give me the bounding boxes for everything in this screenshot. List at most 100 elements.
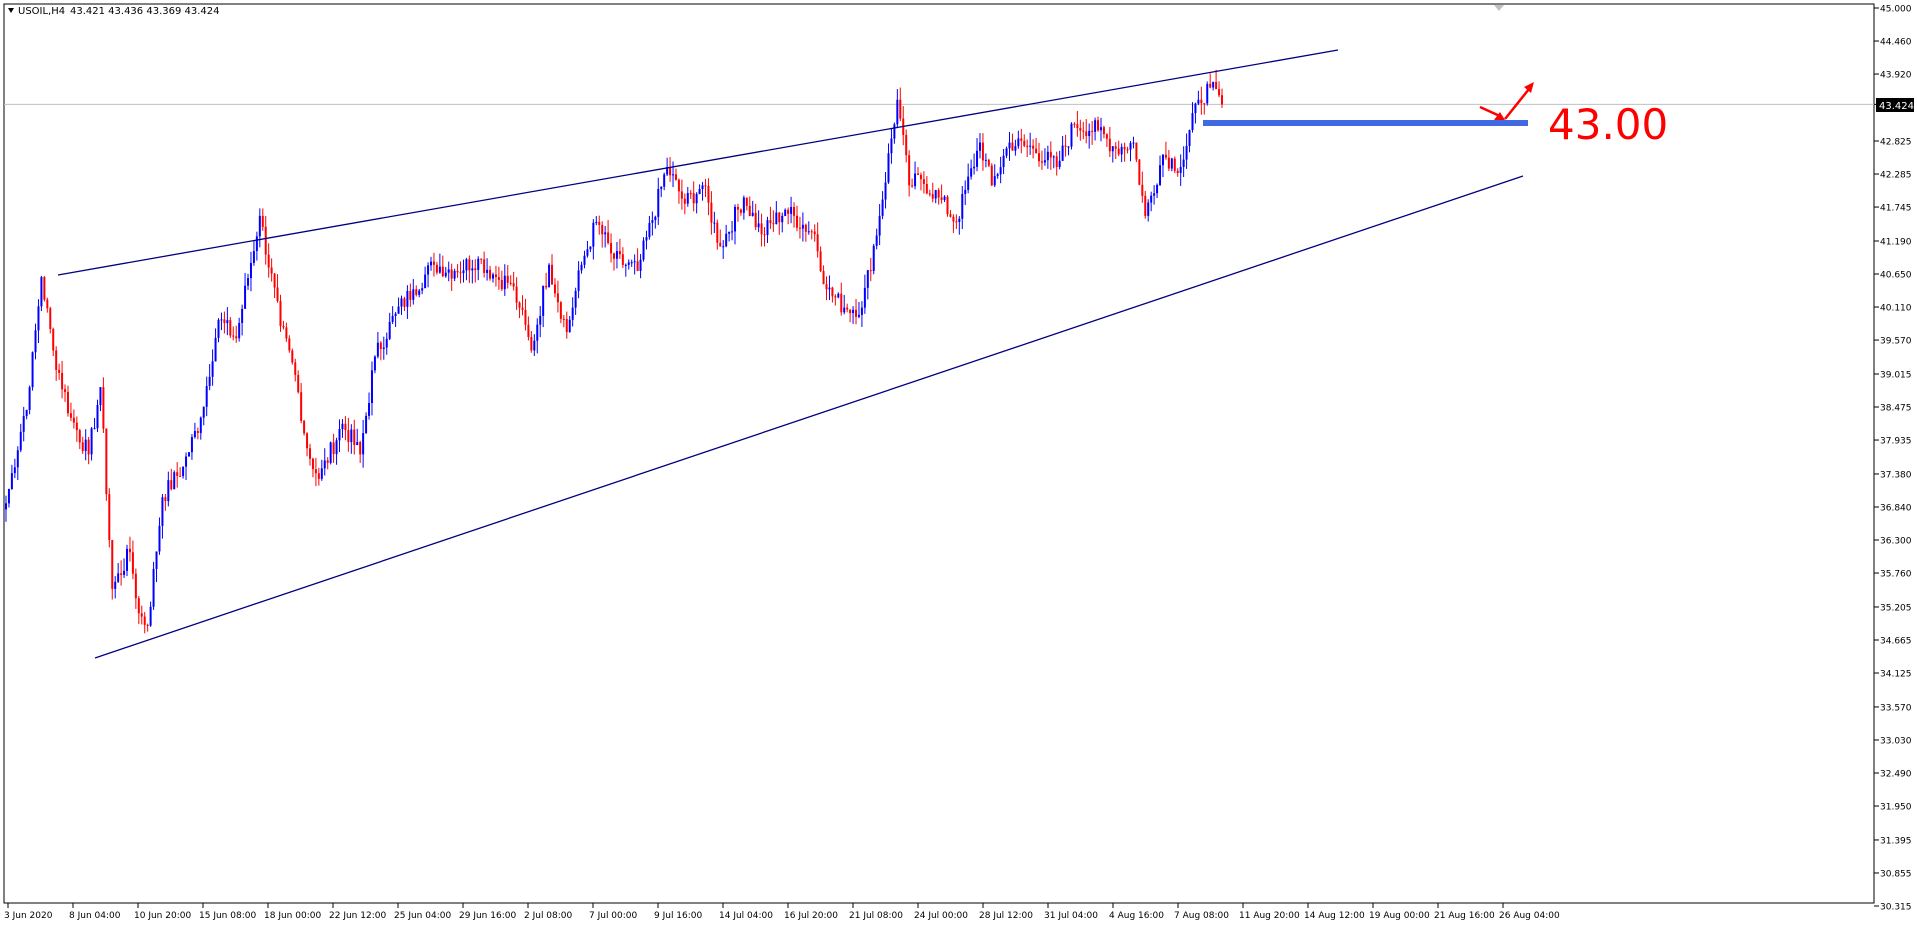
candle-body	[905, 134, 908, 156]
upper-trendline[interactable]	[57, 49, 1339, 276]
candle-body	[801, 224, 804, 229]
candle-body	[486, 269, 489, 273]
candle-body	[825, 284, 828, 290]
candle-body	[1108, 138, 1111, 152]
candle-body	[471, 268, 474, 271]
candle-body	[633, 261, 636, 263]
shift-marker-icon[interactable]	[1494, 5, 1504, 11]
candle-body	[736, 206, 739, 210]
candle-body	[226, 320, 229, 324]
candle-body	[624, 264, 627, 266]
candle-body	[928, 193, 931, 195]
candle-body	[943, 196, 946, 200]
candle-body	[595, 222, 598, 224]
candle-body	[1176, 170, 1179, 174]
x-tick-label: 10 Jun 20:00	[134, 911, 191, 921]
candle-body	[108, 494, 111, 541]
y-tick-label: 31.395	[1880, 836, 1912, 846]
x-tick-label: 4 Aug 16:00	[1109, 911, 1164, 921]
candle-body	[75, 422, 78, 431]
candle-body	[648, 222, 651, 238]
candle-body	[1111, 146, 1114, 152]
candle-body	[270, 267, 273, 274]
candle-body	[66, 391, 69, 414]
candle-body	[114, 581, 117, 589]
x-tick-label: 21 Jul 08:00	[849, 911, 903, 921]
candle-body	[1011, 142, 1014, 151]
candle-body	[176, 472, 179, 476]
candle-body	[630, 262, 633, 264]
candle-body	[64, 389, 67, 392]
candle-body	[1206, 83, 1209, 104]
candle-body	[81, 442, 84, 451]
candle-body	[217, 319, 220, 338]
candle-body	[1002, 155, 1005, 168]
candle-body	[663, 174, 666, 187]
candle-body	[1082, 130, 1085, 132]
candle-body	[93, 428, 96, 430]
candle-body	[940, 197, 943, 200]
candle-body	[303, 420, 306, 434]
lower-trendline[interactable]	[94, 175, 1524, 659]
candle-body	[899, 99, 902, 119]
candle-body	[465, 259, 468, 271]
candle-body	[1073, 123, 1076, 125]
candle-body	[1188, 130, 1191, 146]
candle-body	[999, 167, 1002, 175]
candle-body	[146, 624, 149, 626]
arrow-head-icon	[1524, 82, 1534, 93]
candle-body	[447, 269, 450, 273]
candle-body	[258, 215, 261, 237]
candle-body	[28, 387, 31, 410]
candle-body	[816, 234, 819, 252]
candle-body	[1161, 154, 1164, 166]
y-tick-label: 35.205	[1880, 603, 1912, 613]
candle-body	[128, 548, 131, 553]
chevron-down-icon[interactable]	[8, 8, 14, 13]
candle-body	[205, 386, 208, 407]
candle-body	[379, 342, 382, 349]
candle-body	[1097, 120, 1100, 131]
candle-body	[335, 440, 338, 455]
candle-body	[241, 308, 244, 324]
candle-body	[890, 138, 893, 154]
candle-body	[1014, 146, 1017, 151]
support-level-band[interactable]	[1203, 120, 1528, 126]
candle-body	[607, 232, 610, 244]
candle-body	[509, 282, 512, 284]
candle-body	[450, 269, 453, 279]
candle-body	[37, 306, 40, 331]
candle-body	[140, 613, 143, 617]
candle-body	[1135, 142, 1138, 160]
candle-body	[553, 284, 556, 294]
y-tick-label: 37.380	[1880, 470, 1912, 480]
candle-body	[739, 209, 742, 213]
candle-body	[1144, 195, 1147, 216]
candle-body	[311, 458, 314, 470]
candle-body	[692, 193, 695, 204]
candle-body	[13, 467, 16, 474]
x-tick-label: 28 Jul 12:00	[979, 911, 1033, 921]
candle-body	[1147, 202, 1150, 216]
candle-body	[795, 215, 798, 228]
candle-body	[229, 320, 232, 336]
candle-body	[1023, 140, 1026, 146]
x-tick-label: 14 Aug 12:00	[1304, 911, 1365, 921]
plot-frame	[3, 3, 1875, 904]
candle-body	[849, 309, 852, 314]
candle-body	[438, 266, 441, 273]
candle-body	[326, 460, 329, 463]
candle-body	[1029, 145, 1032, 147]
candle-body	[365, 415, 368, 434]
candle-body	[403, 298, 406, 307]
candle-body	[294, 362, 297, 375]
candle-body	[373, 356, 376, 371]
candle-body	[1067, 146, 1070, 148]
candle-body	[249, 262, 252, 279]
candle-body	[731, 231, 734, 233]
candle-body	[961, 193, 964, 219]
candle-body	[500, 279, 503, 290]
candle-body	[155, 551, 158, 569]
candle-body	[908, 155, 911, 186]
candle-body	[102, 387, 105, 429]
